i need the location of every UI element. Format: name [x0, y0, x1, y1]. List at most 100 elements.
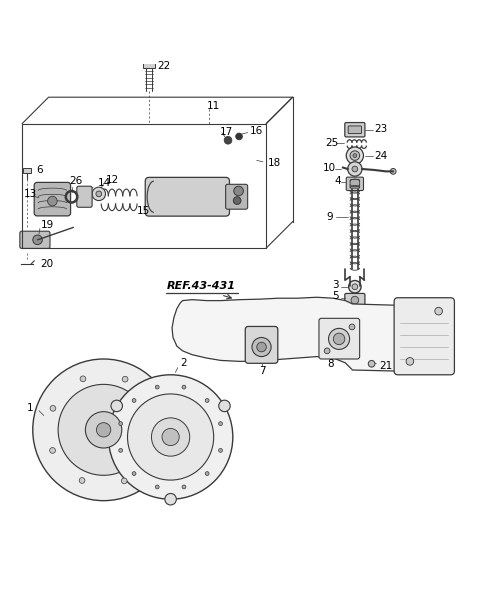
Circle shape: [58, 384, 149, 475]
Circle shape: [205, 399, 209, 402]
Circle shape: [33, 359, 174, 501]
Text: 22: 22: [157, 61, 171, 71]
Circle shape: [111, 400, 122, 411]
Circle shape: [162, 428, 179, 445]
FancyBboxPatch shape: [345, 122, 365, 137]
Circle shape: [33, 235, 42, 245]
Circle shape: [79, 478, 85, 484]
Circle shape: [96, 422, 111, 437]
Text: 10: 10: [323, 163, 336, 173]
FancyBboxPatch shape: [226, 184, 248, 209]
Bar: [74, 441, 93, 459]
Circle shape: [324, 348, 330, 354]
Circle shape: [132, 471, 136, 476]
Circle shape: [368, 361, 375, 367]
Circle shape: [128, 394, 214, 480]
Circle shape: [234, 186, 243, 196]
Circle shape: [152, 407, 157, 412]
FancyBboxPatch shape: [348, 126, 361, 133]
Circle shape: [352, 166, 358, 172]
Text: 12: 12: [106, 176, 119, 185]
Circle shape: [348, 162, 362, 176]
Text: 9: 9: [326, 212, 333, 222]
Text: 5: 5: [332, 291, 338, 301]
Bar: [115, 441, 133, 459]
Text: 18: 18: [268, 158, 281, 168]
Bar: [74, 401, 93, 419]
Circle shape: [151, 448, 157, 454]
Bar: [144, 61, 155, 68]
Circle shape: [85, 411, 122, 448]
Text: 24: 24: [374, 150, 387, 161]
Text: 14: 14: [98, 178, 111, 188]
Text: 11: 11: [206, 101, 220, 111]
Circle shape: [80, 376, 86, 382]
Bar: [115, 401, 133, 419]
Circle shape: [182, 385, 186, 389]
FancyBboxPatch shape: [20, 231, 50, 248]
Bar: [23, 168, 31, 173]
Circle shape: [122, 376, 128, 382]
Circle shape: [156, 485, 159, 489]
Circle shape: [390, 168, 396, 175]
Circle shape: [406, 358, 414, 365]
Circle shape: [48, 196, 57, 206]
Text: REF.43-431: REF.43-431: [167, 281, 236, 291]
FancyBboxPatch shape: [345, 293, 365, 307]
Circle shape: [165, 493, 176, 505]
FancyBboxPatch shape: [34, 182, 71, 216]
Circle shape: [182, 485, 186, 489]
Circle shape: [92, 187, 106, 201]
Text: 2: 2: [180, 358, 187, 368]
Text: 19: 19: [41, 220, 54, 230]
Circle shape: [350, 151, 360, 161]
Circle shape: [233, 197, 241, 204]
Circle shape: [50, 448, 55, 453]
Circle shape: [346, 147, 363, 164]
Text: 8: 8: [327, 359, 334, 369]
Text: 15: 15: [137, 205, 150, 216]
FancyBboxPatch shape: [145, 178, 229, 216]
Circle shape: [108, 375, 233, 499]
Circle shape: [50, 405, 56, 411]
Text: 7: 7: [259, 366, 266, 376]
Circle shape: [333, 333, 345, 345]
Text: 4: 4: [335, 176, 341, 187]
Circle shape: [353, 154, 357, 158]
Text: 25: 25: [325, 138, 338, 148]
Text: 6: 6: [36, 165, 43, 175]
Circle shape: [205, 471, 209, 476]
Circle shape: [119, 422, 122, 425]
FancyBboxPatch shape: [350, 179, 360, 188]
Circle shape: [218, 448, 222, 452]
Circle shape: [252, 338, 271, 356]
FancyBboxPatch shape: [245, 327, 278, 364]
Text: 20: 20: [40, 259, 54, 268]
Circle shape: [352, 284, 358, 290]
Text: 13: 13: [24, 189, 37, 199]
FancyBboxPatch shape: [77, 186, 92, 207]
Circle shape: [349, 324, 355, 330]
Circle shape: [119, 448, 122, 452]
Circle shape: [351, 296, 359, 304]
Circle shape: [96, 191, 102, 197]
FancyBboxPatch shape: [319, 318, 360, 359]
Circle shape: [435, 307, 443, 315]
Text: 1: 1: [27, 404, 34, 413]
Text: 17: 17: [219, 127, 233, 137]
Polygon shape: [172, 298, 451, 373]
Circle shape: [257, 342, 266, 352]
FancyBboxPatch shape: [394, 298, 455, 375]
Circle shape: [224, 136, 232, 144]
Text: 23: 23: [374, 124, 387, 134]
Text: 21: 21: [379, 361, 392, 371]
Text: 3: 3: [332, 280, 338, 290]
Circle shape: [348, 281, 361, 293]
Text: 26: 26: [69, 176, 83, 187]
Circle shape: [121, 478, 127, 484]
Circle shape: [236, 133, 242, 140]
Circle shape: [156, 385, 159, 389]
Circle shape: [152, 418, 190, 456]
Text: 16: 16: [250, 125, 263, 136]
Circle shape: [218, 422, 222, 425]
